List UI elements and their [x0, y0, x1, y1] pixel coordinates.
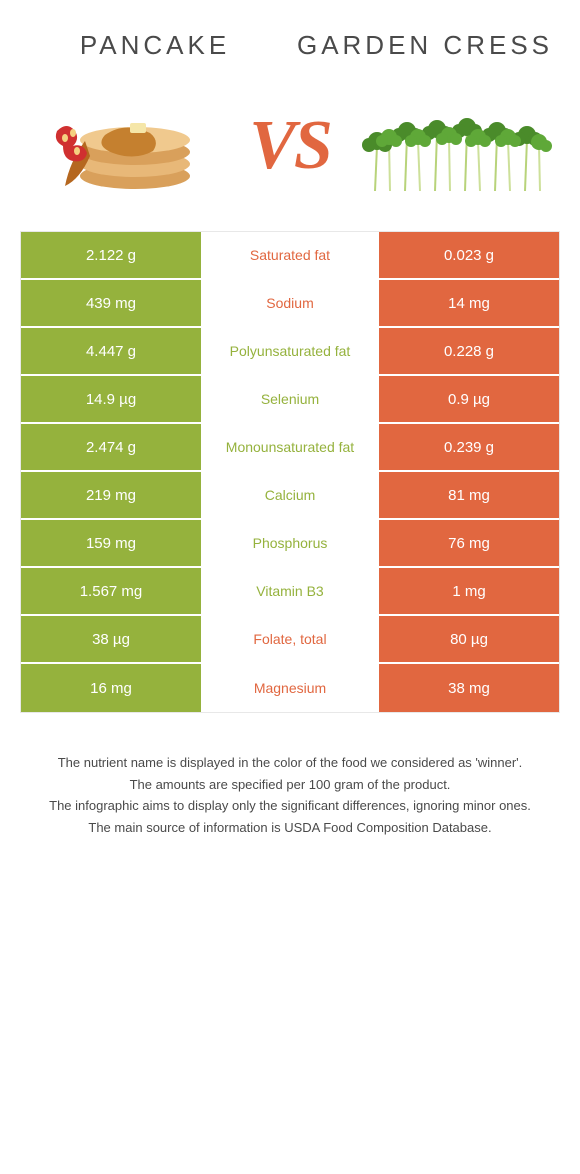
value-right: 38 mg [379, 664, 559, 712]
value-right: 0.9 µg [379, 376, 559, 422]
nutrient-label: Polyunsaturated fat [201, 328, 379, 374]
footer-notes: The nutrient name is displayed in the co… [0, 743, 580, 889]
value-left: 439 mg [21, 280, 201, 326]
footer-line-4: The main source of information is USDA F… [30, 818, 550, 838]
value-right: 0.239 g [379, 424, 559, 470]
table-row: 1.567 mgVitamin B31 mg [21, 568, 559, 616]
table-row: 2.474 gMonounsaturated fat0.239 g [21, 424, 559, 472]
table-row: 38 µgFolate, total80 µg [21, 616, 559, 664]
value-right: 1 mg [379, 568, 559, 614]
food-b-image [341, 91, 570, 201]
value-right: 14 mg [379, 280, 559, 326]
infographic-container: PANCAKE GARDEN CRESS VS [0, 0, 580, 889]
table-row: 439 mgSodium14 mg [21, 280, 559, 328]
vs-label: VS [249, 106, 331, 186]
value-right: 0.228 g [379, 328, 559, 374]
value-left: 159 mg [21, 520, 201, 566]
images-row: VS [0, 81, 580, 231]
header: PANCAKE GARDEN CRESS [0, 0, 580, 81]
nutrient-label: Vitamin B3 [201, 568, 379, 614]
nutrient-label: Phosphorus [201, 520, 379, 566]
value-left: 4.447 g [21, 328, 201, 374]
footer-line-3: The infographic aims to display only the… [30, 796, 550, 816]
food-b-title: GARDEN CRESS [290, 30, 560, 61]
nutrient-label: Folate, total [201, 616, 379, 662]
nutrient-label: Monounsaturated fat [201, 424, 379, 470]
nutrient-label: Selenium [201, 376, 379, 422]
table-row: 2.122 gSaturated fat0.023 g [21, 232, 559, 280]
nutrient-table: 2.122 gSaturated fat0.023 g439 mgSodium1… [20, 231, 560, 713]
table-row: 219 mgCalcium81 mg [21, 472, 559, 520]
table-row: 14.9 µgSelenium0.9 µg [21, 376, 559, 424]
table-row: 16 mgMagnesium38 mg [21, 664, 559, 712]
food-a-title: PANCAKE [20, 30, 290, 61]
value-left: 219 mg [21, 472, 201, 518]
value-left: 38 µg [21, 616, 201, 662]
table-row: 159 mgPhosphorus76 mg [21, 520, 559, 568]
nutrient-label: Sodium [201, 280, 379, 326]
nutrient-label: Saturated fat [201, 232, 379, 278]
value-left: 2.474 g [21, 424, 201, 470]
footer-line-1: The nutrient name is displayed in the co… [30, 753, 550, 773]
table-row: 4.447 gPolyunsaturated fat0.228 g [21, 328, 559, 376]
value-right: 80 µg [379, 616, 559, 662]
value-left: 16 mg [21, 664, 201, 712]
value-left: 1.567 mg [21, 568, 201, 614]
food-a-image [10, 91, 239, 201]
value-right: 0.023 g [379, 232, 559, 278]
nutrient-label: Magnesium [201, 664, 379, 712]
nutrient-label: Calcium [201, 472, 379, 518]
value-right: 76 mg [379, 520, 559, 566]
footer-line-2: The amounts are specified per 100 gram o… [30, 775, 550, 795]
value-left: 14.9 µg [21, 376, 201, 422]
value-right: 81 mg [379, 472, 559, 518]
value-left: 2.122 g [21, 232, 201, 278]
